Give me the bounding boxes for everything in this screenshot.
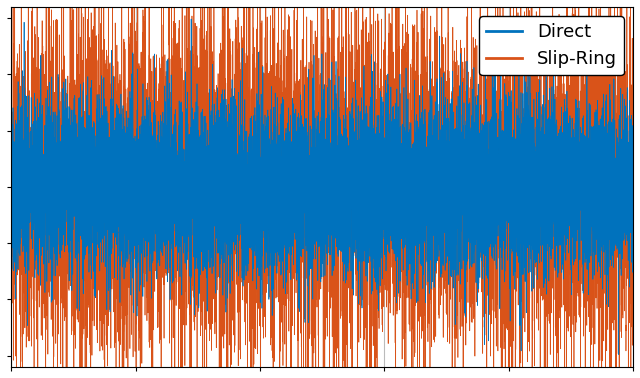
Slip-Ring <box>596 120 604 124</box>
Slip-Ring <box>7 196 15 201</box>
Direct <box>44 204 52 208</box>
Direct <box>129 187 137 192</box>
Direct <box>188 17 195 22</box>
Slip-Ring <box>311 29 319 33</box>
Direct <box>311 158 319 162</box>
Slip-Ring <box>129 355 137 359</box>
Slip-Ring <box>44 199 52 204</box>
Direct <box>615 352 623 357</box>
Direct <box>10 215 18 220</box>
Direct <box>596 167 604 172</box>
Direct <box>33 170 41 175</box>
Slip-Ring <box>33 337 41 341</box>
Line: Direct: Direct <box>11 19 633 355</box>
Slip-Ring <box>629 237 637 241</box>
Direct <box>7 163 15 168</box>
Line: Slip-Ring: Slip-Ring <box>11 0 633 378</box>
Slip-Ring <box>10 140 18 144</box>
Direct <box>629 157 637 162</box>
Legend: Direct, Slip-Ring: Direct, Slip-Ring <box>479 16 624 76</box>
